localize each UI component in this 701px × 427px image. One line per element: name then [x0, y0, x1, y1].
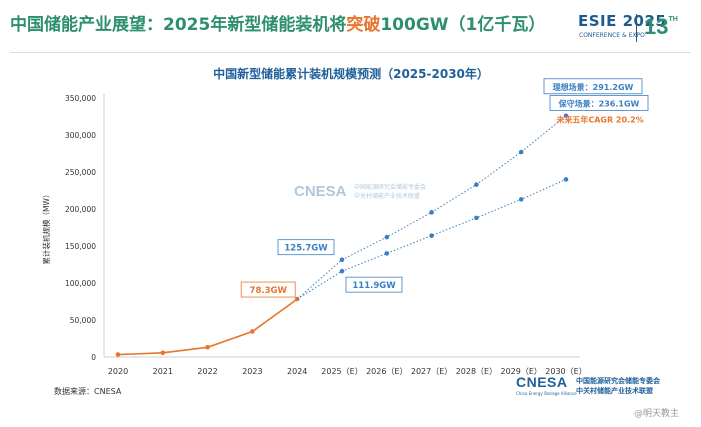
series-line — [296, 178, 567, 300]
y-tick-label: 100,000 — [65, 279, 96, 288]
y-tick-label: 50,000 — [70, 316, 96, 325]
watermark-cn: 中国能源研究会储能专委会 中关村储能产业技术联盟 — [354, 183, 426, 201]
x-tick-label: 2030（E） — [545, 367, 586, 376]
data-point — [518, 197, 524, 202]
annotation-box — [277, 239, 335, 256]
x-tick-label: 2025（E） — [321, 367, 362, 376]
x-tick-label: 2026（E） — [366, 367, 407, 376]
cnesa-cn2: 中关村储能产业技术联盟 — [576, 387, 653, 395]
watermark-cn2: 中关村储能产业技术联盟 — [354, 193, 421, 200]
logo-name: ESIE 2025 — [578, 12, 667, 30]
x-tick-label: 2028（E） — [456, 367, 497, 376]
chart-title: 中国新型储能累计装机规模预测（2025-2030年） — [213, 66, 489, 81]
annotation-box — [345, 276, 403, 293]
y-tick-label: 300,000 — [65, 131, 96, 140]
annotation-box — [543, 78, 643, 95]
data-point — [384, 251, 390, 256]
data-point — [563, 113, 569, 119]
x-tick-label: 2022 — [197, 367, 217, 376]
annotation-box — [240, 281, 296, 298]
logo-edition-number: 13 — [644, 14, 669, 39]
data-point — [563, 177, 569, 182]
y-axis-label: 累计装机规模（MW） — [41, 191, 51, 265]
x-tick-label: 2024 — [287, 367, 307, 376]
annotation-box — [549, 95, 649, 111]
data-point — [429, 210, 434, 215]
x-tick-label: 2029（E） — [500, 367, 541, 376]
annotation-label: 保守场景：236.1GW — [558, 98, 640, 108]
headline-part3: 100GW（1亿千瓦） — [380, 15, 546, 35]
data-point — [339, 257, 345, 262]
x-tick-label: 2023 — [242, 367, 262, 376]
data-point — [384, 234, 390, 240]
data-point — [339, 268, 345, 274]
headline: 中国储能产业展望：2025年新型储能装机将突破100GW（1亿千瓦） — [10, 10, 570, 35]
x-tick-label: 2020 — [108, 367, 128, 376]
series-line — [296, 115, 567, 300]
data-point — [205, 345, 210, 350]
data-point — [429, 233, 434, 238]
headline-part2: 突破 — [346, 15, 381, 35]
footer-watermark: @明天教主 — [634, 409, 680, 419]
annotation-label: 理想场景：291.2GW — [553, 82, 634, 92]
y-tick-label: 200,000 — [65, 205, 96, 214]
annotation-label: 125.7GW — [284, 244, 328, 254]
cnesa-en: China Energy Storage Alliance — [516, 391, 577, 396]
y-tick-label: 250,000 — [65, 168, 96, 177]
y-tick-label: 350,000 — [65, 94, 96, 103]
logo-edition: 13TH — [644, 14, 678, 40]
data-point — [518, 149, 524, 155]
logo-edition-suffix: TH — [668, 16, 678, 23]
logo-sub: CONFERENCE & EXPO — [579, 32, 645, 39]
x-tick-label: 2027（E） — [411, 367, 452, 376]
esie-logo: ESIE 2025 CONFERENCE & EXPO 13TH — [578, 12, 690, 48]
watermark-cn1: 中国能源研究会储能专委会 — [354, 184, 427, 191]
cnesa-cn1: 中国能源研究会储能专委会 — [576, 377, 660, 385]
data-point — [474, 215, 479, 221]
cnesa-logo: CNESA China Energy Storage Alliance 中国能源… — [516, 374, 696, 404]
data-point — [474, 182, 479, 187]
logo-separator — [636, 14, 637, 42]
data-point — [160, 350, 166, 356]
data-point — [115, 352, 121, 357]
cnesa-word: CNESA — [516, 374, 568, 390]
headline-part1: 中国储能产业展望：2025年新型储能装机将 — [10, 15, 347, 35]
watermark-word: CNESA — [294, 183, 347, 200]
annotation-label: 78.3GW — [250, 286, 288, 296]
annotation-label: 未来五年CAGR 20.2% — [555, 114, 643, 124]
y-tick-label: 150,000 — [65, 242, 96, 251]
x-tick-label: 2021 — [153, 367, 173, 376]
header-divider — [10, 52, 691, 53]
watermark-logo: CNESA 中国能源研究会储能专委会 中关村储能产业技术联盟 — [294, 181, 426, 200]
y-tick-label: 0 — [91, 353, 96, 362]
annotation-label: 111.9GW — [352, 281, 396, 291]
data-point — [250, 329, 255, 334]
data-source: 数据来源：CNESA — [54, 387, 122, 396]
